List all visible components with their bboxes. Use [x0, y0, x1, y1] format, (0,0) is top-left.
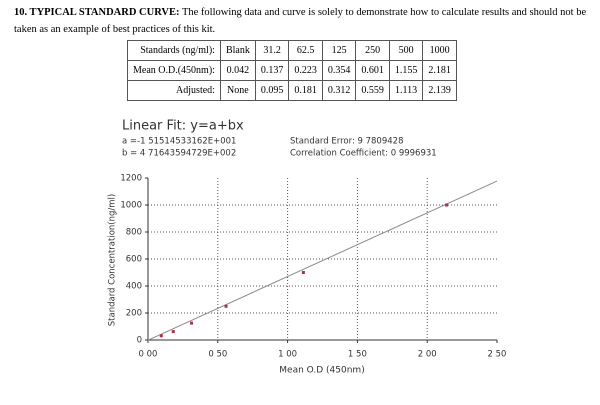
y-tick-label: 200	[126, 309, 142, 319]
table-row: Standards (ng/ml): Blank 31.2 62.5 125 250 500…	[127, 40, 457, 61]
table-cell: 0.042	[219, 60, 256, 81]
y-tick-label: 0	[137, 336, 142, 346]
x-tick-label: 0 00	[139, 350, 158, 360]
y-tick-label: 600	[126, 255, 142, 265]
x-axis-label: Mean O.D (450nm)	[279, 366, 364, 376]
table-cell: 0.137	[254, 60, 290, 81]
y-axis-label: Standard Concentration(ng/ml)	[108, 194, 118, 326]
row-header: Standards (ng/ml):	[127, 40, 221, 61]
table-cell: 0.181	[288, 80, 323, 101]
table-cell: 0.601	[355, 60, 390, 81]
y-tick-label: 1000	[120, 201, 142, 211]
x-tick-label: 1 00	[278, 350, 297, 360]
x-tick-label: 0 50	[208, 350, 227, 360]
table-cell: 0.559	[355, 80, 390, 101]
data-point	[224, 304, 228, 308]
table-cell: 2.139	[422, 80, 457, 101]
table-cell: 1000	[422, 40, 457, 61]
table-cell: 1.113	[388, 80, 424, 101]
data-point	[171, 330, 175, 334]
heading-text: The following data and curve is solely t…	[14, 7, 587, 35]
y-tick-label: 800	[126, 228, 142, 238]
data-point	[301, 271, 305, 274]
annotation: Standard Error: 9 7809428	[290, 137, 403, 147]
table-cell: 2.181	[422, 60, 457, 81]
x-tick-label: 1 50	[348, 350, 367, 360]
table-cell: 500	[388, 40, 424, 61]
table-row: Adjusted: None 0.095 0.181 0.312 0.559 1.113 2.…	[127, 80, 457, 101]
heading: 10. TYPICAL STANDARD CURVE: The followin…	[14, 4, 589, 38]
table-row: Mean O.D.(450nm): 0.042 0.137 0.223 0.354 0.6…	[127, 60, 457, 81]
x-tick-label: 2 50	[488, 350, 507, 360]
table-cell: 1.155	[388, 60, 424, 81]
table-cell: 125	[321, 40, 357, 61]
data-table: Standards (ng/ml): Blank 31.2 62.5 125 250 500…	[127, 40, 457, 101]
row-header: Adjusted:	[127, 80, 221, 101]
x-tick-label: 2 00	[418, 350, 437, 360]
data-point	[159, 334, 163, 338]
annotation: Correlation Coefficient: 0 9996931	[290, 149, 437, 159]
heading-title: 10. TYPICAL STANDARD CURVE:	[14, 7, 180, 18]
y-tick-label: 1200	[120, 174, 142, 184]
table-cell: Blank	[219, 40, 256, 61]
fit-line	[147, 180, 498, 341]
table-cell: 0.354	[321, 60, 357, 81]
table-cell: 0.223	[288, 60, 323, 81]
table-cell: 250	[355, 40, 390, 61]
y-tick-label: 400	[126, 282, 142, 292]
table-cell: 62.5	[288, 40, 323, 61]
table-cell: 31.2	[254, 40, 290, 61]
annotation: a =-1 51514533162E+001	[122, 137, 236, 147]
table-cell: 0.312	[321, 80, 357, 101]
chart: Linear Fit: y=a+bx a =-1 51514533162E+00…	[108, 119, 507, 376]
data-point	[190, 321, 194, 325]
table-cell: None	[219, 80, 256, 101]
row-header: Mean O.D.(450nm):	[127, 60, 221, 81]
data-point	[445, 203, 449, 207]
annotation: b = 4 71643594729E+002	[122, 149, 236, 159]
chart-title: Linear Fit: y=a+bx	[122, 119, 244, 134]
table-cell: 0.095	[254, 80, 290, 101]
